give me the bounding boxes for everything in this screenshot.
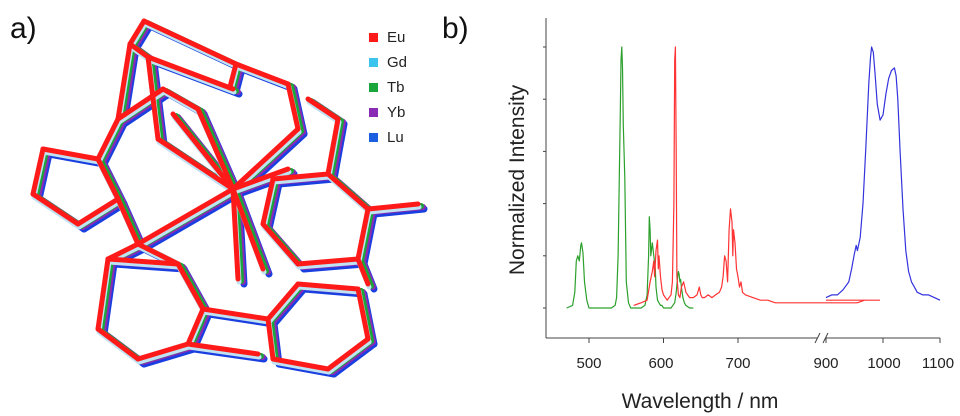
- structure-bond: [201, 309, 272, 325]
- structure-bond: [271, 174, 332, 185]
- x-axis-title: Wavelength / nm: [622, 390, 779, 413]
- structure-bond: [200, 306, 271, 322]
- structure-bond: [127, 18, 147, 47]
- x-tick-label-1100: 1100: [922, 355, 954, 372]
- structure-bond: [95, 116, 121, 162]
- x-tick-label-900: 900: [813, 355, 838, 372]
- structure-bond: [260, 221, 301, 267]
- structure-bond: [170, 111, 236, 192]
- panel-label-b: b): [442, 12, 469, 45]
- structure-bond: [265, 316, 276, 362]
- structure-bond: [115, 196, 141, 247]
- legend-swatch-lu: [369, 133, 378, 142]
- legend-label-gd: Gd: [387, 54, 407, 71]
- structure-bond: [325, 336, 371, 372]
- series-layer: [566, 46, 941, 309]
- structure-bond: [95, 156, 121, 202]
- structure-bond: [186, 344, 262, 360]
- legend-label-yb: Yb: [387, 104, 405, 121]
- structure-bond: [325, 116, 341, 177]
- structure-bond: [40, 146, 101, 162]
- structure-bond: [270, 171, 331, 182]
- structure-bond: [95, 326, 141, 362]
- legend-label-lu: Lu: [387, 129, 404, 146]
- structure-bond: [230, 186, 266, 272]
- series-blue: [825, 46, 941, 301]
- legend-swatch-eu: [369, 33, 378, 42]
- structure-bond: [135, 341, 191, 362]
- panel-label-a: a): [10, 12, 37, 45]
- structure-bond: [271, 359, 332, 375]
- structure-bond: [355, 206, 371, 262]
- structure-bond: [185, 306, 206, 347]
- y-ticks: [543, 46, 546, 309]
- structure-bond: [270, 356, 331, 372]
- structure-bond: [145, 54, 236, 92]
- structure-bond: [355, 256, 371, 287]
- legend-label-tb: Tb: [387, 79, 405, 96]
- structure-bond: [76, 199, 122, 230]
- structure-overlay: [30, 18, 428, 378]
- structure-bond: [296, 284, 362, 295]
- structure-bond: [266, 284, 302, 325]
- legend-swatch-yb: [369, 108, 378, 117]
- structure-legend: Eu Gd Tb Yb Lu: [369, 29, 407, 146]
- structure-bond: [295, 281, 361, 292]
- structure-bond: [195, 106, 236, 192]
- spectra-chart: 500 600 700 900 1000 1100 Normalized Int…: [506, 18, 954, 413]
- legend-swatch-gd: [369, 58, 378, 67]
- x-tick-label-1000: 1000: [867, 355, 900, 372]
- structure-bond: [230, 126, 301, 192]
- x-tick-label-500: 500: [576, 355, 601, 372]
- structure-bond: [30, 191, 81, 227]
- structure-bond: [233, 61, 291, 87]
- structure-bond: [265, 281, 301, 322]
- structure-bond: [106, 259, 182, 270]
- structure-bond: [135, 186, 236, 247]
- structure-bond: [136, 344, 192, 365]
- legend-label-eu: Eu: [387, 29, 405, 46]
- structure-bond: [116, 89, 167, 125]
- structure-bond: [30, 146, 46, 197]
- structure-bond: [155, 136, 236, 192]
- structure-bond: [355, 286, 371, 342]
- structure-bond: [230, 186, 241, 282]
- y-axis-title: Normalized Intensity: [506, 84, 529, 275]
- structure-bond: [141, 18, 239, 67]
- structure-bond: [231, 129, 302, 195]
- structure-bond: [231, 169, 292, 195]
- structure-bond: [230, 166, 291, 192]
- structure-bond: [75, 196, 121, 227]
- structure-bond: [296, 259, 362, 270]
- structure-bond: [115, 41, 133, 122]
- x-tick-label-700: 700: [725, 355, 750, 372]
- structure-bond: [105, 256, 181, 267]
- structure-bond: [41, 149, 102, 165]
- structure-bond: [227, 61, 239, 90]
- structure-bond: [115, 86, 166, 122]
- structure-bond: [260, 176, 276, 227]
- legend-swatch-tb: [369, 83, 378, 92]
- structure-bond: [105, 241, 141, 262]
- structure-bond: [285, 81, 301, 132]
- structure-bond: [135, 241, 181, 267]
- structure-bond: [365, 201, 421, 212]
- series-red: [633, 46, 881, 306]
- x-ticks: 500 600 700 900 1000 1100: [576, 338, 954, 372]
- structure-bond: [160, 86, 201, 112]
- structure-bond: [366, 204, 422, 215]
- structure-bond: [326, 339, 372, 375]
- x-tick-label-600: 600: [648, 355, 673, 372]
- structure-bond: [305, 96, 341, 122]
- structure-bond: [295, 256, 361, 267]
- structure-bond: [127, 41, 151, 60]
- structure-bond: [185, 341, 261, 357]
- structure-bond: [136, 189, 237, 250]
- structure-bond: [95, 256, 111, 332]
- structure-bond: [325, 171, 371, 212]
- structure-bond: [175, 261, 206, 312]
